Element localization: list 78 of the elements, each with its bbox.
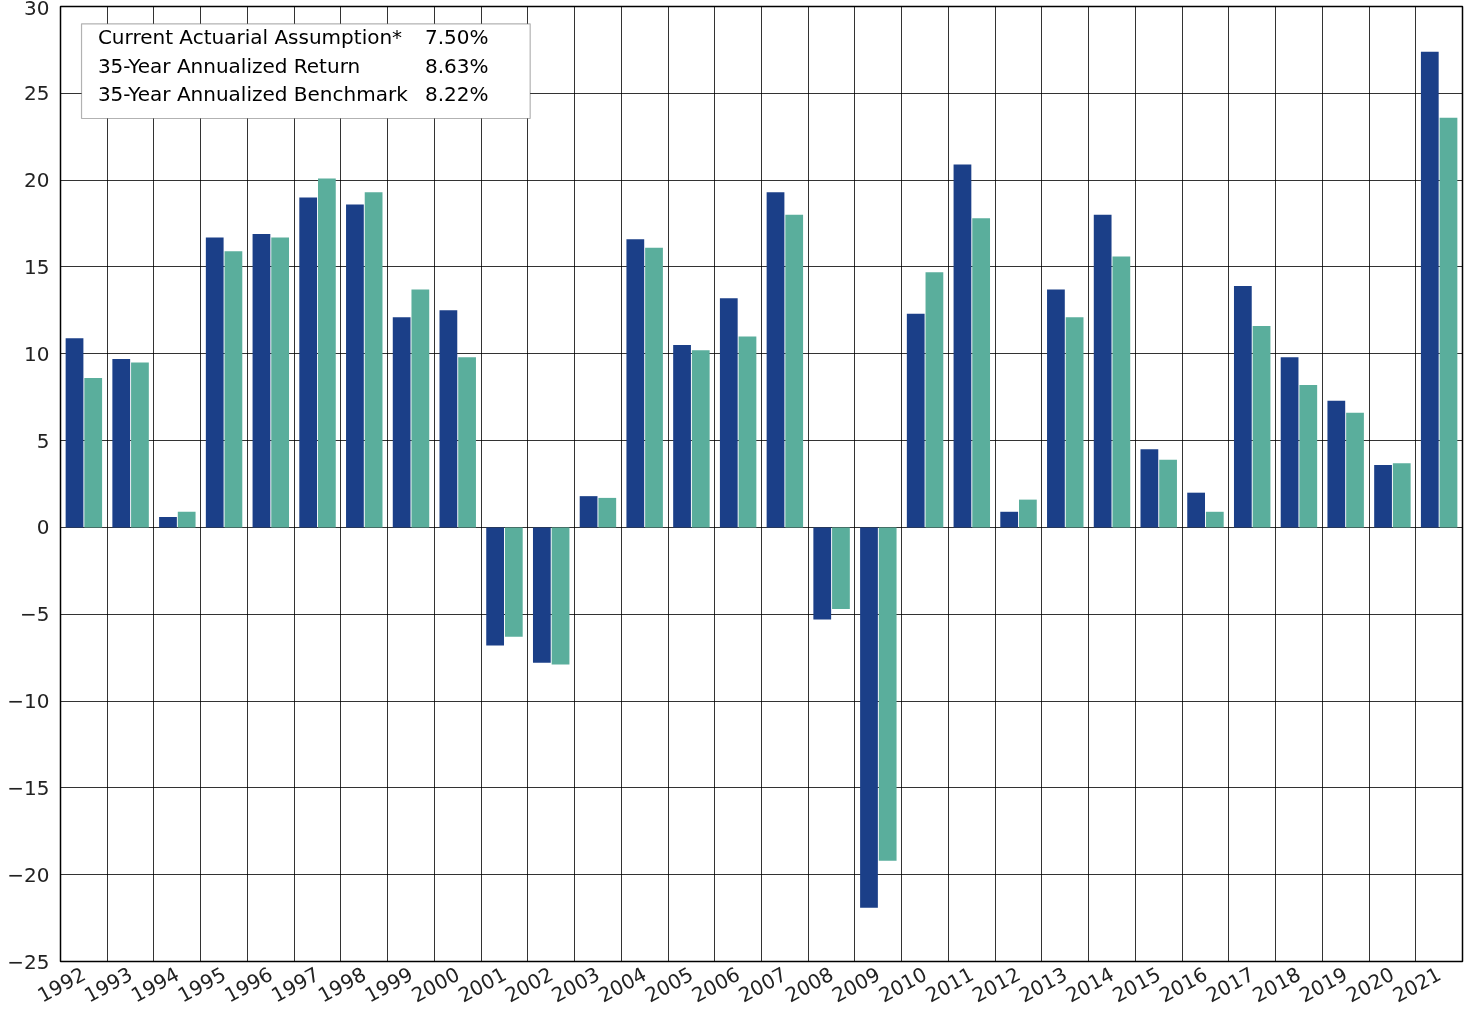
bar <box>1420 51 1439 528</box>
bar <box>1187 492 1205 528</box>
bar <box>785 214 804 528</box>
bar <box>411 289 430 528</box>
bar <box>458 357 476 528</box>
bar <box>1252 325 1271 528</box>
bar <box>953 164 972 528</box>
bar <box>252 233 271 528</box>
bar <box>673 345 691 528</box>
bar <box>177 511 196 528</box>
bar <box>1299 385 1318 528</box>
y-tick-label: 0 <box>36 515 50 540</box>
annotation: 35-Year Annualized Benchmark <box>97 82 409 107</box>
bar <box>159 516 177 528</box>
bar <box>645 247 663 528</box>
bar <box>878 527 897 861</box>
y-tick-label: 5 <box>36 428 50 453</box>
bar <box>346 204 364 528</box>
bar <box>1140 449 1159 528</box>
bar <box>813 527 832 620</box>
bar <box>1093 214 1112 528</box>
bar <box>1159 459 1177 528</box>
bar <box>364 192 383 528</box>
y-tick-label: 15 <box>24 254 50 279</box>
bar <box>65 338 84 528</box>
bar <box>1439 117 1458 528</box>
y-tick-label: −15 <box>7 775 50 800</box>
bar <box>1392 463 1411 528</box>
y-tick-label: −10 <box>7 689 50 714</box>
y-tick-label: −25 <box>7 949 50 974</box>
bar <box>486 527 504 646</box>
bar <box>205 237 224 528</box>
bar <box>84 378 103 528</box>
y-tick-label: 25 <box>24 81 50 106</box>
annotation: 8.63% <box>425 53 489 78</box>
bar <box>392 317 411 528</box>
bar <box>1327 400 1346 528</box>
bar <box>906 313 925 528</box>
bar <box>719 298 738 528</box>
bar <box>972 218 991 528</box>
bar <box>112 358 131 528</box>
y-tick-label: 30 <box>24 0 50 20</box>
bar <box>832 527 850 610</box>
bar <box>318 178 336 528</box>
bar <box>1280 357 1299 528</box>
bar <box>439 310 458 528</box>
bar <box>1065 317 1084 528</box>
bar <box>860 527 878 908</box>
bar <box>532 527 551 663</box>
bar <box>925 272 944 528</box>
annotation: 8.22% <box>425 82 489 107</box>
bar <box>626 239 645 528</box>
bar <box>131 362 149 528</box>
bar <box>738 336 757 528</box>
bar <box>691 350 710 528</box>
bar <box>551 527 570 665</box>
bar <box>224 251 243 528</box>
y-tick-label: −20 <box>7 862 50 887</box>
y-tick-label: −5 <box>20 602 50 627</box>
bar <box>1112 256 1131 528</box>
y-tick-label: 10 <box>24 341 50 366</box>
bar <box>1047 289 1065 528</box>
annotation: 7.50% <box>425 25 489 50</box>
bar <box>598 497 617 528</box>
annotation: 35-Year Annualized Return <box>97 53 361 78</box>
bar <box>271 237 290 528</box>
bar <box>1374 464 1392 528</box>
bar <box>1019 499 1037 528</box>
bar <box>579 496 598 528</box>
bar <box>1346 412 1364 528</box>
bar <box>766 192 785 528</box>
bar <box>1233 286 1252 528</box>
bar <box>1205 511 1224 528</box>
annotation: Current Actuarial Assumption* <box>97 25 403 50</box>
bar <box>1000 511 1019 528</box>
bar <box>504 527 523 637</box>
y-tick-label: 20 <box>24 168 50 193</box>
bar <box>299 197 318 528</box>
